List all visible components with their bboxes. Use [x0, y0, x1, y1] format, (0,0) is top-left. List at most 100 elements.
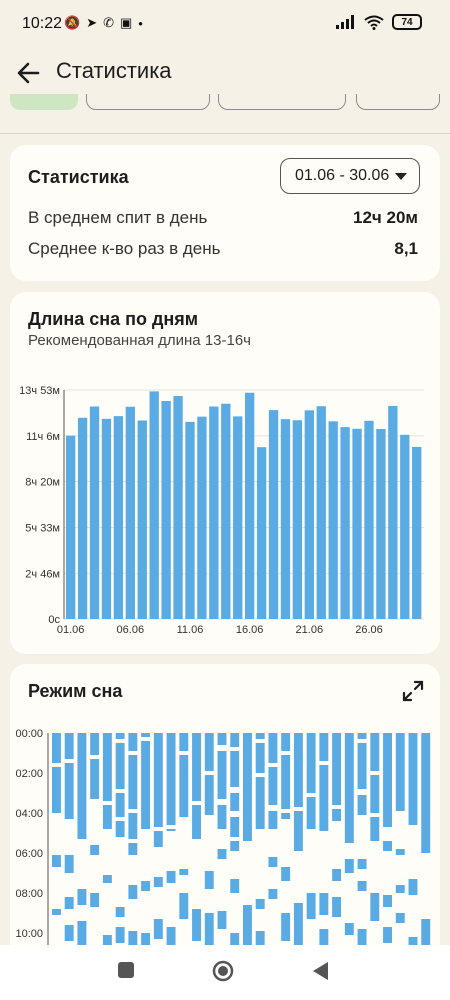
sleep-segment [77, 921, 87, 947]
bar [412, 446, 422, 619]
sleep-segment [281, 867, 291, 881]
sleep-segment [128, 843, 138, 855]
sleep-segment [52, 909, 61, 915]
bar [185, 421, 195, 619]
bar [376, 429, 386, 619]
page-title: Статистика [56, 58, 172, 83]
sleep-segment [204, 871, 214, 889]
sleep-segment [281, 733, 291, 751]
bar [209, 406, 219, 619]
sleep-segment [319, 765, 329, 831]
sleep-segment [332, 869, 342, 881]
sleep-segment [332, 897, 342, 917]
sleep-segment [268, 857, 278, 867]
sleep-length-title: Длина сна по дням [28, 309, 199, 329]
sleep-segment [128, 931, 138, 949]
recents-button[interactable] [117, 961, 135, 979]
sleep-segment [166, 733, 176, 825]
sleep-segment [115, 743, 125, 789]
sleep-segment [230, 793, 240, 811]
x-tick-label: 26.06 [355, 624, 383, 636]
sleep-segment [217, 733, 227, 745]
sleep-segment [306, 797, 316, 829]
sleep-segment [268, 811, 278, 829]
bar [364, 420, 374, 619]
sleep-segment [102, 935, 112, 945]
sleep-segment [370, 817, 380, 841]
bar [352, 428, 362, 619]
dot-icon: • [138, 15, 143, 31]
sleep-segment [230, 751, 240, 787]
bar [292, 420, 303, 619]
sleep-segment [153, 733, 163, 827]
sleep-length-card: Длина сна по дням Рекомендованная длина … [10, 292, 440, 654]
date-range-select[interactable]: 01.06 - 30.06 [280, 158, 420, 194]
filter-chip[interactable] [356, 94, 440, 110]
bar [328, 421, 338, 619]
sleep-segment [102, 733, 112, 801]
sleep-segment [230, 933, 240, 949]
sleep-segment [255, 899, 265, 909]
bar [388, 405, 398, 619]
mute-bell-icon: 🔕 [64, 15, 81, 30]
sleep-segment [166, 829, 176, 831]
y-tick-label: 5ч 33м [25, 522, 60, 534]
sleep-segment [357, 929, 367, 945]
sleep-segment [153, 919, 163, 939]
sleep-segment [395, 913, 405, 923]
back-button[interactable] [311, 961, 329, 981]
date-range-value: 01.06 - 30.06 [295, 167, 390, 184]
home-button[interactable] [212, 960, 234, 982]
sleep-length-chart: 0с 2ч 46м 5ч 33м 8ч 20м 11ч 6м 13ч 53м 01.06 06… [19, 385, 424, 636]
bar [256, 447, 267, 619]
sleep-segment [64, 763, 74, 819]
x-tick-label: 01.06 [57, 624, 85, 636]
sleep-segment [306, 893, 316, 919]
bar [149, 391, 159, 619]
sleep-segment [370, 733, 380, 771]
sleep-segment [102, 875, 112, 883]
sleep-segment [293, 733, 303, 807]
wifi-icon [364, 15, 384, 30]
x-tick-label: 21.06 [296, 624, 324, 636]
sleep-segment [243, 733, 252, 841]
sleep-segment [357, 795, 367, 815]
sleep-segment [64, 733, 74, 759]
y-tick-label: 06:00 [15, 848, 43, 860]
sleep-segment [128, 813, 138, 839]
filter-chip[interactable] [218, 94, 346, 110]
notification-icons: 🔕 ➤ ✆ ▣ • [64, 15, 143, 31]
sleep-segment [357, 733, 367, 739]
sleep-segment [179, 755, 189, 817]
sleep-segment [141, 733, 151, 737]
x-tick-label: 06.06 [117, 624, 145, 636]
sleep-mode-card: Режим сна 00:00 02:00 04:00 06:00 08:00 10:00 [10, 664, 440, 964]
sleep-segment [64, 897, 74, 909]
sleep-segment [230, 733, 240, 747]
sleep-segment [192, 805, 201, 839]
bar [280, 419, 291, 619]
sleep-segment [408, 937, 418, 949]
sleep-segment [115, 927, 125, 943]
sleep-segment [370, 893, 380, 921]
filter-chip[interactable] [86, 94, 210, 110]
bar [197, 416, 207, 619]
sleep-segment [383, 733, 392, 827]
sleep-segment [204, 913, 214, 945]
filter-chip-selected[interactable] [10, 94, 78, 110]
expand-icon[interactable] [402, 680, 424, 702]
bar [221, 403, 231, 619]
sleep-segment [64, 925, 74, 941]
sleep-segment [243, 905, 252, 947]
arrow-left-icon[interactable] [14, 58, 44, 88]
bar [137, 420, 147, 619]
app-header [0, 50, 450, 100]
sleep-segment [204, 775, 214, 815]
y-tick-label: 2ч 46м [25, 568, 60, 580]
sleep-segment [90, 759, 100, 799]
sleep-segment [319, 893, 329, 915]
status-time: 10:22 [22, 15, 63, 32]
bar [173, 396, 183, 619]
filter-chips-row[interactable] [0, 94, 450, 112]
sleep-segment [115, 733, 125, 739]
